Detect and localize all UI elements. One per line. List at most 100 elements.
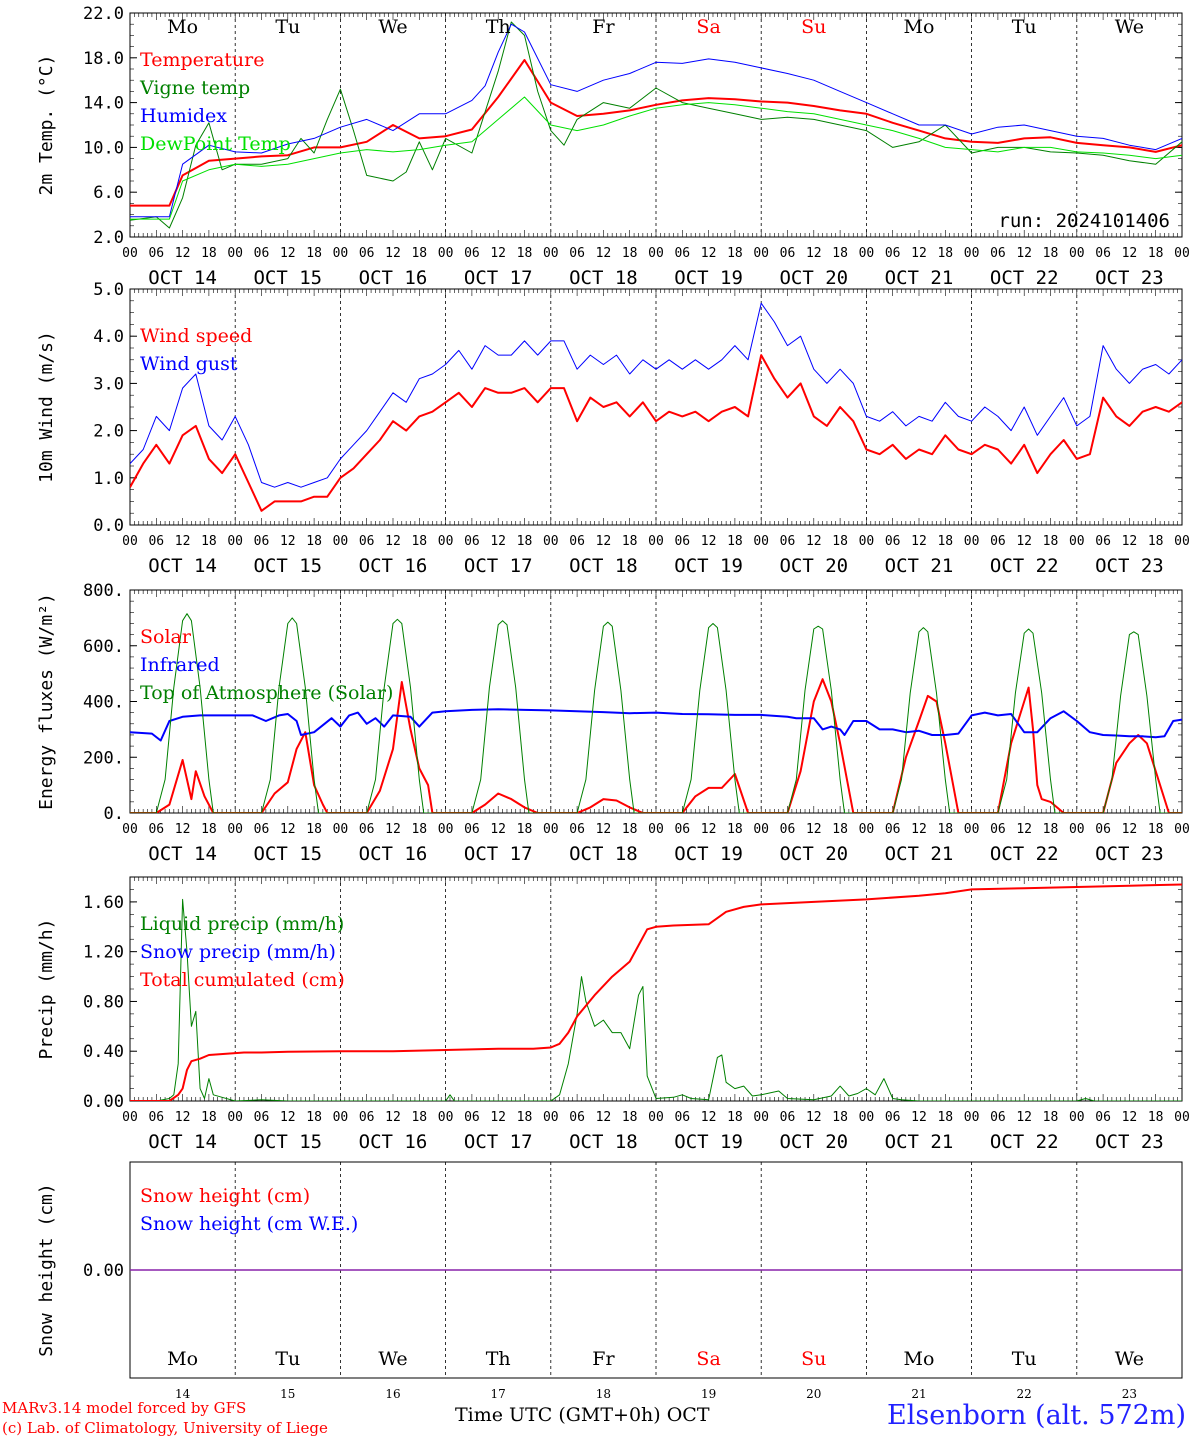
hour-label: 12 (596, 534, 612, 549)
hour-label: 06 (148, 1110, 164, 1125)
hour-label: 12 (806, 822, 822, 837)
hour-label: 12 (1016, 534, 1032, 549)
hour-label: 12 (280, 534, 296, 549)
hour-label: 12 (911, 534, 927, 549)
hour-label: 18 (622, 246, 638, 261)
date-label: OCT 16 (359, 1131, 428, 1153)
hour-label: 18 (727, 246, 743, 261)
series-humidex (130, 23, 1182, 218)
date-label: OCT 19 (674, 1131, 743, 1153)
hour-label: 06 (148, 534, 164, 549)
hour-label: 18 (832, 534, 848, 549)
y-tick-label: 0.00 (83, 1092, 124, 1112)
hour-label: 18 (306, 246, 322, 261)
hour-label: 18 (727, 1110, 743, 1125)
bottom-date: 15 (280, 1387, 295, 1401)
legend-entry: Wind gust (140, 353, 238, 375)
hour-label: 12 (1016, 246, 1032, 261)
hour-label: 12 (385, 246, 401, 261)
day-name: Su (801, 1348, 826, 1370)
date-label: OCT 18 (569, 555, 638, 577)
credit-line-2: (c) Lab. of Climatology, University of L… (2, 1419, 328, 1437)
hour-label: 18 (622, 1110, 638, 1125)
hour-label: 18 (306, 822, 322, 837)
hour-label: 18 (1043, 822, 1059, 837)
hour-label: 18 (937, 822, 953, 837)
date-label: OCT 16 (359, 555, 428, 577)
y-axis-label: Energy fluxes (W/m²) (36, 593, 57, 810)
hour-label: 12 (1122, 246, 1138, 261)
hour-label: 06 (780, 822, 796, 837)
bottom-date: 21 (911, 1387, 926, 1401)
bottom-date: 23 (1122, 1387, 1137, 1401)
hour-label: 18 (937, 246, 953, 261)
day-name: Mo (167, 16, 198, 38)
panel-wind: 0.0 1.0 2.0 3.0 4.0 5.0 10m Wind (m/s) 00 06 12 18… (36, 280, 1190, 577)
day-name: Sa (696, 1348, 720, 1370)
day-name: Tu (1012, 1348, 1037, 1370)
hour-label: 18 (517, 1110, 533, 1125)
hour-label: 06 (464, 534, 480, 549)
hour-label: 06 (1095, 1110, 1111, 1125)
hour-label: 06 (359, 1110, 375, 1125)
hour-label: 12 (806, 1110, 822, 1125)
hour-label: 06 (780, 1110, 796, 1125)
hour-label: 06 (148, 822, 164, 837)
hour-label: 00 (543, 246, 559, 261)
hour-label: 00 (859, 534, 875, 549)
hour-label: 12 (175, 534, 191, 549)
date-label: OCT 22 (990, 267, 1059, 289)
panel-precip: 0.00 0.40 0.80 1.20 1.60 Precip (mm/h) 00 06 12 1… (36, 876, 1190, 1153)
day-name: Tu (275, 1348, 300, 1370)
hour-label: 06 (674, 1110, 690, 1125)
legend-entry: Total cumulated (cm) (140, 969, 345, 991)
date-label: OCT 17 (464, 267, 533, 289)
hour-label: 12 (806, 246, 822, 261)
hour-label: 06 (1095, 246, 1111, 261)
date-label: OCT 18 (569, 1131, 638, 1153)
legend-entry: Snow height (cm W.E.) (140, 1213, 358, 1235)
day-name: We (1115, 1348, 1144, 1370)
y-tick-label: 4.0 (93, 327, 124, 347)
hour-label: 12 (596, 246, 612, 261)
hour-label: 18 (1148, 1110, 1164, 1125)
y-tick-label: 0. (104, 804, 124, 824)
hour-label: 18 (411, 822, 427, 837)
hour-label: 18 (1043, 1110, 1059, 1125)
bottom-date: 14 (175, 1387, 191, 1401)
hour-label: 12 (596, 1110, 612, 1125)
y-tick-label: 800. (83, 581, 124, 601)
hour-label: 06 (359, 534, 375, 549)
date-label: OCT 20 (779, 267, 848, 289)
hour-label: 18 (937, 534, 953, 549)
bottom-date: 16 (385, 1387, 400, 1401)
hour-label: 00 (227, 1110, 243, 1125)
hour-label: 00 (227, 534, 243, 549)
y-tick-label: 0.00 (83, 1261, 124, 1281)
hour-label: 00 (1069, 246, 1085, 261)
date-label: OCT 15 (253, 843, 322, 865)
hour-label: 18 (201, 246, 217, 261)
y-tick-label: 22.0 (83, 4, 124, 24)
hour-label: 18 (1148, 822, 1164, 837)
hour-label: 06 (569, 822, 585, 837)
hour-label: 00 (1069, 1110, 1085, 1125)
hour-label: 12 (806, 534, 822, 549)
hour-label: 12 (911, 1110, 927, 1125)
hour-label: 06 (674, 246, 690, 261)
hour-label: 06 (254, 246, 270, 261)
hour-label: 06 (1095, 534, 1111, 549)
date-label: OCT 14 (148, 843, 217, 865)
hour-label: 00 (227, 246, 243, 261)
hour-label: 00 (1069, 534, 1085, 549)
hour-label: 18 (411, 534, 427, 549)
hour-label: 12 (490, 822, 506, 837)
y-tick-label: 2.0 (93, 422, 124, 442)
day-name: Mo (904, 1348, 935, 1370)
day-name: Th (486, 1348, 511, 1370)
y-axis-label: Snow height (cm) (36, 1183, 57, 1356)
y-tick-label: 10.0 (83, 138, 124, 158)
hour-label: 00 (543, 534, 559, 549)
hour-label: 12 (1122, 534, 1138, 549)
